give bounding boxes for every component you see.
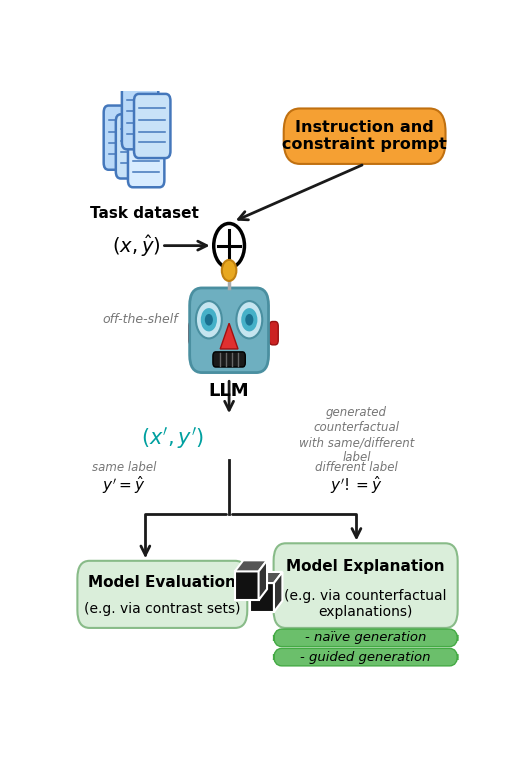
Text: Model Evaluation: Model Evaluation xyxy=(88,575,236,590)
Circle shape xyxy=(236,301,262,338)
Polygon shape xyxy=(235,560,267,572)
FancyBboxPatch shape xyxy=(116,114,152,179)
Circle shape xyxy=(245,314,253,326)
FancyBboxPatch shape xyxy=(134,94,170,158)
Text: $y' = \hat{y}$: $y' = \hat{y}$ xyxy=(102,474,146,496)
FancyBboxPatch shape xyxy=(189,321,198,345)
Circle shape xyxy=(205,314,213,326)
FancyBboxPatch shape xyxy=(122,85,158,149)
FancyBboxPatch shape xyxy=(104,105,140,170)
Polygon shape xyxy=(258,560,267,600)
Polygon shape xyxy=(250,572,282,583)
Polygon shape xyxy=(250,583,274,612)
Text: (e.g. via counterfactual
explanations): (e.g. via counterfactual explanations) xyxy=(284,589,447,619)
Text: $y'! = \hat{y}$: $y'! = \hat{y}$ xyxy=(330,474,383,496)
Text: same label: same label xyxy=(92,461,156,474)
Text: $(x, \hat{y})$: $(x, \hat{y})$ xyxy=(112,233,160,258)
FancyBboxPatch shape xyxy=(128,123,164,187)
FancyBboxPatch shape xyxy=(189,288,268,373)
Text: - naïve generation: - naïve generation xyxy=(305,631,426,644)
FancyBboxPatch shape xyxy=(269,321,278,345)
Polygon shape xyxy=(220,323,238,349)
FancyBboxPatch shape xyxy=(213,352,245,367)
Text: Model Explanation: Model Explanation xyxy=(286,559,445,575)
FancyBboxPatch shape xyxy=(274,629,458,647)
Circle shape xyxy=(213,224,244,268)
Polygon shape xyxy=(274,572,282,612)
Text: generated
counterfactual
with same/different
label: generated counterfactual with same/diffe… xyxy=(299,406,414,465)
Text: - guided generation: - guided generation xyxy=(300,650,431,663)
Text: different label: different label xyxy=(315,461,398,474)
Circle shape xyxy=(196,301,222,338)
Text: (e.g. via contrast sets): (e.g. via contrast sets) xyxy=(84,602,241,616)
Circle shape xyxy=(201,308,217,331)
FancyBboxPatch shape xyxy=(77,561,247,628)
FancyBboxPatch shape xyxy=(274,648,458,666)
Text: off-the-shelf: off-the-shelf xyxy=(102,313,178,326)
Text: Instruction and
constraint prompt: Instruction and constraint prompt xyxy=(282,120,447,152)
Text: Task dataset: Task dataset xyxy=(90,206,198,221)
Circle shape xyxy=(222,260,236,281)
Circle shape xyxy=(241,308,257,331)
Polygon shape xyxy=(235,572,258,600)
Text: LLM: LLM xyxy=(209,382,250,400)
FancyBboxPatch shape xyxy=(274,543,458,628)
FancyBboxPatch shape xyxy=(284,108,446,164)
Text: $(x', y')$: $(x', y')$ xyxy=(141,425,204,451)
